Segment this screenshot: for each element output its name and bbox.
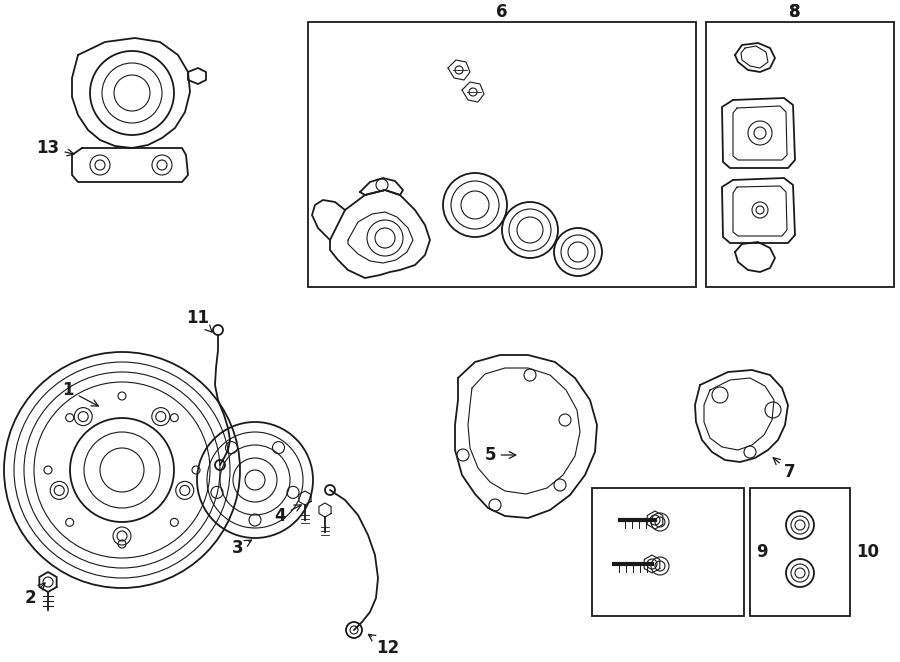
Text: 7: 7	[773, 457, 796, 481]
Text: 12: 12	[368, 634, 400, 657]
Text: 10: 10	[857, 543, 879, 561]
Text: 11: 11	[186, 309, 212, 332]
Text: 5: 5	[484, 446, 516, 464]
Text: 9: 9	[756, 543, 768, 561]
Bar	[308, 22, 696, 287]
Bar	[750, 488, 850, 616]
Text: 1: 1	[62, 381, 98, 406]
Text: 3: 3	[232, 539, 251, 557]
Text: 8: 8	[789, 3, 801, 21]
Text: 6: 6	[496, 3, 508, 21]
Text: 13: 13	[36, 139, 74, 157]
Bar	[592, 488, 744, 616]
Bar	[706, 22, 894, 287]
Text: 4: 4	[274, 505, 302, 525]
Text: 2: 2	[24, 583, 45, 607]
Text: 8: 8	[789, 3, 801, 21]
